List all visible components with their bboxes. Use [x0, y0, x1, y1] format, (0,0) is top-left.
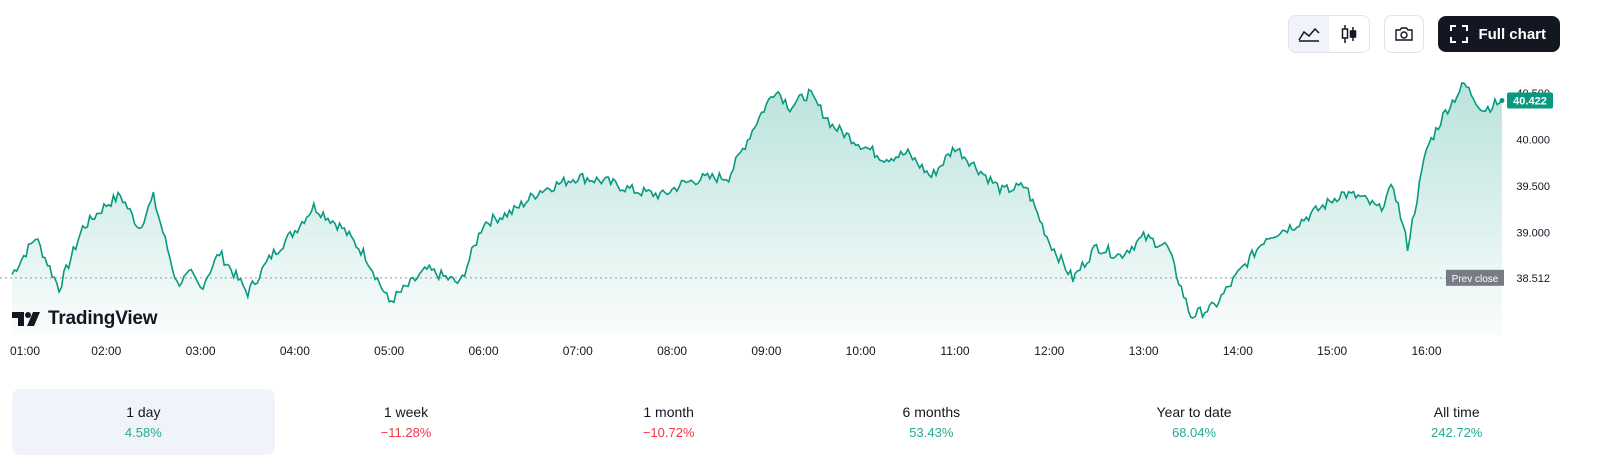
period-label: 1 day — [126, 404, 161, 420]
x-tick-label: 07:00 — [563, 344, 593, 358]
fullscreen-icon — [1450, 25, 1469, 43]
period-label: 1 month — [643, 404, 694, 420]
period-label: 6 months — [902, 404, 961, 420]
x-tick-label: 13:00 — [1129, 344, 1159, 358]
chart-style-toggle — [1288, 15, 1371, 53]
period-change-value: 68.04% — [1171, 425, 1217, 440]
period-tab-6-months[interactable]: 6 months 53.43% — [800, 389, 1063, 455]
prev-close-tag — [1446, 269, 1504, 286]
prev-close-label: Prev close — [1452, 274, 1499, 285]
x-tick-label: 03:00 — [186, 344, 216, 358]
x-tick-label: 11:00 — [940, 344, 969, 358]
camera-icon — [1395, 27, 1414, 41]
last-price-label: 40.422 — [1513, 95, 1547, 107]
period-tab-1-day[interactable]: 1 day 4.58% — [12, 389, 275, 455]
last-price-tag — [1507, 92, 1553, 109]
period-tab-1-week[interactable]: 1 week −11.28% — [275, 389, 538, 455]
period-change-value: 53.43% — [909, 425, 954, 440]
tradingview-logo-icon — [12, 312, 40, 326]
y-tick-label: 40.000 — [1516, 135, 1550, 147]
x-tick-label: 05:00 — [374, 344, 404, 358]
period-selector: 1 day 4.58% 1 week −11.28% 1 month −10.72% 6 m… — [12, 389, 1588, 455]
x-tick-label: 02:00 — [91, 344, 121, 358]
candlestick-icon — [1342, 25, 1357, 43]
period-tab-1-month[interactable]: 1 month −10.72% — [537, 389, 800, 455]
period-change-value: 242.72% — [1431, 425, 1483, 440]
period-label: Year to date — [1156, 404, 1232, 420]
x-tick-label: 06:00 — [468, 344, 498, 358]
chart-toolbar: Full chart — [1288, 15, 1560, 53]
x-tick-label: 04:00 — [280, 344, 310, 358]
brand-name: TradingView — [48, 308, 158, 329]
snapshot-button[interactable] — [1384, 15, 1425, 53]
x-tick-label: 10:00 — [846, 344, 876, 358]
period-tab-all-time[interactable]: All time 242.72% — [1325, 389, 1588, 455]
x-tick-label: 08:00 — [657, 344, 687, 358]
prev-close-value: 38.512 — [1516, 273, 1550, 285]
y-tick-label: 39.500 — [1516, 181, 1550, 193]
price-line — [11, 81, 1503, 320]
period-change-value: −11.28% — [380, 425, 432, 440]
period-label: All time — [1433, 404, 1480, 420]
price-area — [12, 82, 1502, 336]
y-tick-label: 39.000 — [1516, 228, 1550, 240]
x-tick-label: 15:00 — [1317, 344, 1347, 358]
period-label: 1 week — [383, 404, 429, 420]
tradingview-logo: TradingView — [12, 308, 158, 330]
candlestick-button[interactable] — [1329, 16, 1369, 52]
period-change-value: 4.58% — [124, 425, 162, 440]
x-tick-label: 16:00 — [1411, 344, 1441, 358]
period-tab-year-to-date[interactable]: Year to date 68.04% — [1063, 389, 1326, 455]
full-chart-label: Full chart — [1478, 25, 1546, 43]
area-chart-button[interactable] — [1289, 16, 1330, 52]
x-tick-label: 01:00 — [10, 344, 40, 358]
last-price-dot — [1499, 97, 1505, 103]
full-chart-button[interactable]: Full chart — [1438, 16, 1560, 52]
area-chart-icon — [1298, 27, 1321, 42]
x-tick-label: 09:00 — [751, 344, 781, 358]
x-tick-label: 12:00 — [1034, 344, 1064, 358]
x-tick-label: 14:00 — [1223, 344, 1253, 358]
period-change-value: −10.72% — [642, 425, 695, 440]
